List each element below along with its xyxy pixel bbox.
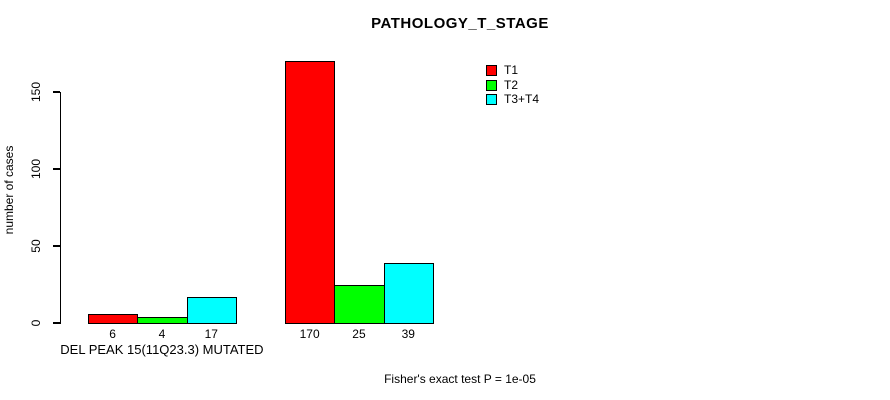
y-tick-label: 150 [29, 81, 43, 103]
y-tick-mark [52, 245, 60, 247]
bar-t2 [137, 316, 188, 324]
bar-t2 [334, 284, 385, 324]
y-tick-label: 100 [29, 158, 43, 180]
bar-t3+t4 [186, 296, 237, 324]
x-category-label: DEL PEAK 15(11Q23.3) MUTATED [60, 342, 264, 357]
bar-value-label: 4 [158, 327, 166, 341]
chart-title: PATHOLOGY_T_STAGE [371, 15, 549, 32]
bar-value-label: 6 [109, 327, 116, 341]
bar-value-label: 170 [299, 327, 320, 341]
bar-value-label: 17 [204, 327, 218, 341]
y-axis-label: number of cases [2, 145, 16, 235]
y-tick-label: 50 [29, 239, 43, 253]
bar-t1 [285, 61, 336, 324]
legend-swatch-t2 [486, 79, 497, 91]
legend-label: T1 [504, 63, 519, 77]
bar-value-label: 25 [352, 327, 366, 341]
y-axis-line [59, 92, 61, 324]
y-tick-mark [52, 322, 60, 324]
y-tick-label: 0 [29, 319, 43, 327]
legend-swatch-t3+t4 [486, 94, 497, 105]
y-tick-mark [52, 168, 60, 170]
legend-swatch-t1 [486, 65, 497, 76]
legend-label: T2 [504, 77, 519, 92]
y-tick-mark [52, 91, 60, 93]
bar-value-label: 39 [401, 327, 415, 341]
fisher-test-annotation: Fisher's exact test P = 1e-05 [384, 372, 536, 386]
legend-label: T3+T4 [504, 92, 540, 106]
bar-t1 [88, 313, 139, 324]
bar-t3+t4 [383, 262, 434, 324]
